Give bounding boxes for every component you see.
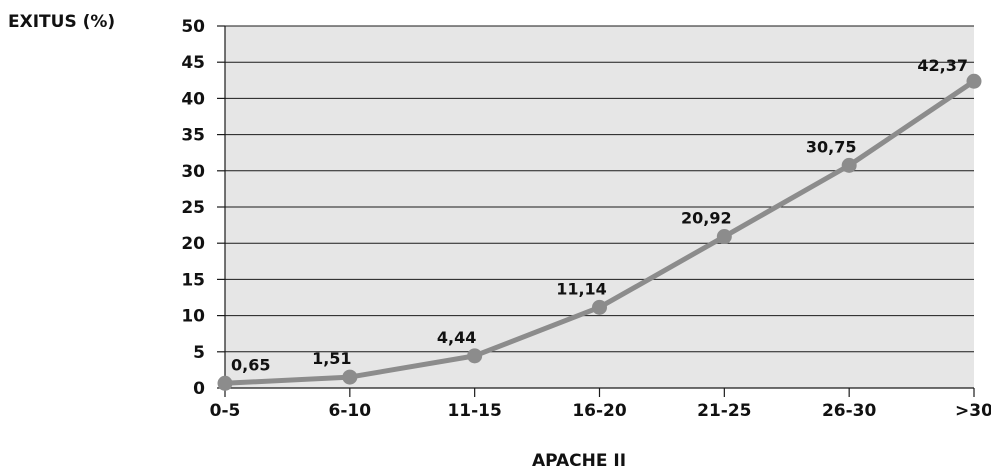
data-label: 30,75: [806, 137, 857, 156]
data-point: [342, 369, 358, 385]
x-tick-label: 21-25: [697, 401, 751, 421]
x-tick-label: 16-20: [572, 401, 627, 421]
x-tick-label: 6-10: [329, 401, 372, 421]
y-axis-title: EXITUS (%): [8, 12, 115, 32]
data-point: [217, 375, 233, 391]
data-label: 4,44: [437, 328, 476, 347]
x-axis-title: APACHE II: [532, 451, 626, 471]
data-point: [592, 299, 607, 315]
y-tick-label: 40: [181, 89, 205, 109]
y-tick-label: 25: [181, 198, 205, 218]
y-tick-label: 10: [181, 307, 205, 327]
data-points: [217, 73, 982, 391]
x-tick-label: 11-15: [447, 401, 501, 421]
data-point: [966, 73, 982, 89]
y-tick-label: 20: [181, 234, 205, 254]
data-point: [841, 157, 857, 173]
x-tick-label: >30: [955, 401, 991, 421]
data-label: 42,37: [917, 56, 968, 75]
y-tick-labels: 0 5 10 15 20 25 30 35 40 45 50: [181, 17, 205, 399]
y-tick-label: 0: [193, 379, 205, 399]
data-point: [716, 229, 732, 245]
data-point: [467, 348, 483, 364]
y-tick-label: 15: [181, 270, 205, 290]
data-label: 1,51: [312, 349, 351, 368]
x-tick-label: 26-30: [822, 401, 877, 421]
y-tick-label: 5: [193, 343, 205, 363]
data-label: 0,65: [231, 355, 270, 374]
y-tick-label: 30: [181, 162, 205, 182]
gridlines: [217, 25, 974, 389]
data-labels: 0,65 1,51 4,44 11,14 20,92 30,75 42,37: [231, 56, 968, 374]
data-label: 11,14: [556, 279, 607, 298]
data-label: 20,92: [681, 209, 732, 228]
x-tick-label: 0-5: [210, 401, 241, 421]
y-tick-label: 45: [181, 53, 205, 73]
x-tick-labels: 0-5 6-10 11-15 16-20 21-25 26-30 >30: [210, 388, 991, 421]
y-tick-label: 50: [181, 17, 205, 37]
y-tick-label: 35: [181, 126, 205, 146]
